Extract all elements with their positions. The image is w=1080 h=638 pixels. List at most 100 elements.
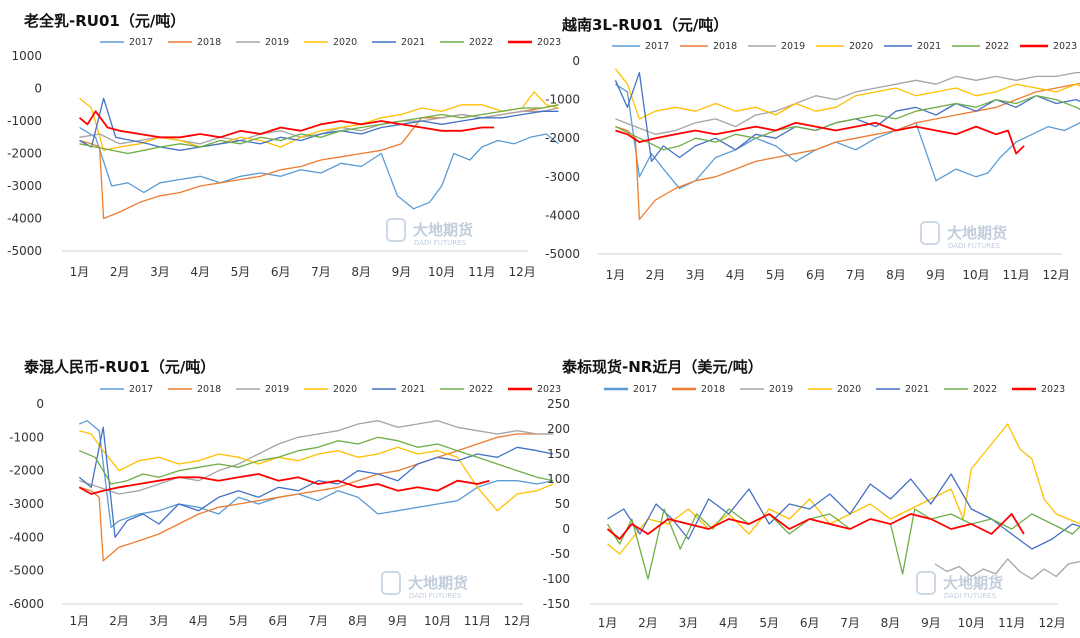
x-tick-label: 9月 [388,614,408,628]
chart-title: 泰标现货-NR近月（美元/吨） [561,358,763,376]
x-tick-label: 11月 [464,614,491,628]
x-tick-label: 11月 [1002,268,1029,282]
watermark-icon [916,571,936,595]
series-line-2022 [79,436,554,485]
watermark-en: DADI FUTURES [414,239,467,247]
legend-label-2023: 2023 [1041,384,1065,395]
series-line-2023 [78,110,494,139]
watermark-cn: 大地期货 [413,221,473,239]
x-tick-label: 10月 [428,265,455,279]
x-tick-label: 4月 [719,616,739,630]
series-line-2017 [79,420,554,528]
legend-label-2020: 2020 [849,41,873,52]
y-tick-label: -2000 [7,147,42,161]
series-line-2020 [607,423,1080,555]
x-tick-label: 10月 [424,614,451,628]
y-tick-label: 0 [34,82,42,96]
x-tick-label: 10月 [958,616,985,630]
y-tick-label: -1000 [545,93,580,107]
chart-4: 泰标现货-NR近月（美元/吨） 250 200 150 100 50 0 -50 -100 -15… [543,358,1080,630]
legend-label-2017: 2017 [645,41,669,52]
x-tick-label: 7月 [308,614,328,628]
x-tick-label: 2月 [110,265,130,279]
chart-3: 泰混人民币-RU01（元/吨） 0 -1000 -2000 -3000 -4000 -500… [9,358,561,628]
legend-label-2023: 2023 [1053,41,1077,52]
x-tick-label: 1月 [69,614,89,628]
y-tick-label: 0 [572,54,580,68]
x-tick-label: 6月 [806,268,826,282]
x-tick-label: 12月 [504,614,531,628]
chart-2: 越南3L-RU01（元/吨） 0 -1000 -2000 -3000 -4000 -5000… [545,16,1080,282]
series-line-2022 [615,95,1080,151]
y-tick-label: -1000 [7,114,42,128]
x-tick-label: 3月 [150,265,170,279]
legend-label-2018: 2018 [197,37,221,48]
chart-1: 老全乳-RU01（元/吨） 1000 0 -1000 -2000 -3000 -4000 -5… [7,12,561,279]
series-line-2020 [79,91,559,151]
series-line-2020 [614,68,1080,120]
series-line-2019 [615,71,1080,135]
chart-title: 越南3L-RU01（元/吨） [561,16,728,34]
legend-label-2020: 2020 [837,384,861,395]
x-tick-label: 1月 [70,265,90,279]
x-tick-label: 3月 [149,614,169,628]
watermark-en: DADI FUTURES [948,242,1001,250]
legend-label-2018: 2018 [701,384,725,395]
y-tick-label: -150 [543,597,570,611]
series-line-2023 [78,473,490,495]
series-line-2021 [78,426,554,538]
watermark-en: DADI FUTURES [944,592,997,600]
legend-label-2018: 2018 [197,384,221,395]
x-tick-label: 5月 [229,614,249,628]
x-tick-label: 12月 [1043,268,1070,282]
chart-title: 泰混人民币-RU01（元/吨） [23,358,215,376]
x-tick-label: 9月 [926,268,946,282]
x-tick-label: 11月 [468,265,495,279]
legend-label-2017: 2017 [633,384,657,395]
y-tick-label: -3000 [9,497,44,511]
x-tick-label: 8月 [351,265,371,279]
x-tick-label: 7月 [840,616,860,630]
legend-label-2022: 2022 [973,384,997,395]
y-tick-label: 0 [562,522,570,536]
watermark-cn: 大地期货 [947,224,1007,242]
y-tick-label: -2000 [9,464,44,478]
chart-title: 老全乳-RU01（元/吨） [23,12,185,30]
x-tick-label: 2月 [638,616,658,630]
series-line-2020 [79,430,554,512]
x-tick-label: 6月 [271,265,291,279]
x-tick-label: 5月 [231,265,251,279]
x-tick-label: 5月 [766,268,786,282]
legend-label-2020: 2020 [333,384,357,395]
y-tick-label: -3000 [545,170,580,184]
series-line-2019 [934,558,1080,580]
watermark-en: DADI FUTURES [409,592,462,600]
y-tick-label: 50 [555,497,570,511]
x-tick-label: 3月 [686,268,706,282]
x-tick-label: 4月 [726,268,746,282]
x-tick-label: 7月 [846,268,866,282]
series-line-2023 [606,513,1025,540]
x-tick-label: 12月 [1039,616,1066,630]
series-line-2018 [79,104,559,220]
series-line-2018 [615,82,1080,220]
watermark-icon [386,218,406,242]
series-line-2021 [79,97,559,151]
legend-label-2022: 2022 [469,37,493,48]
x-tick-label: 10月 [962,268,989,282]
y-tick-label: -5000 [7,244,42,258]
y-tick-label: 1000 [11,49,42,63]
legend-label-2022: 2022 [985,41,1009,52]
series-line-2022 [79,104,559,155]
y-tick-label: -3000 [7,179,42,193]
y-tick-label: -50 [550,547,570,561]
legend-label-2021: 2021 [905,384,929,395]
legend-label-2019: 2019 [769,384,793,395]
y-tick-label: -4000 [9,530,44,544]
y-tick-label: -5000 [545,247,580,261]
y-tick-label: -4000 [545,208,580,222]
x-tick-label: 1月 [598,616,618,630]
x-tick-label: 11月 [998,616,1025,630]
